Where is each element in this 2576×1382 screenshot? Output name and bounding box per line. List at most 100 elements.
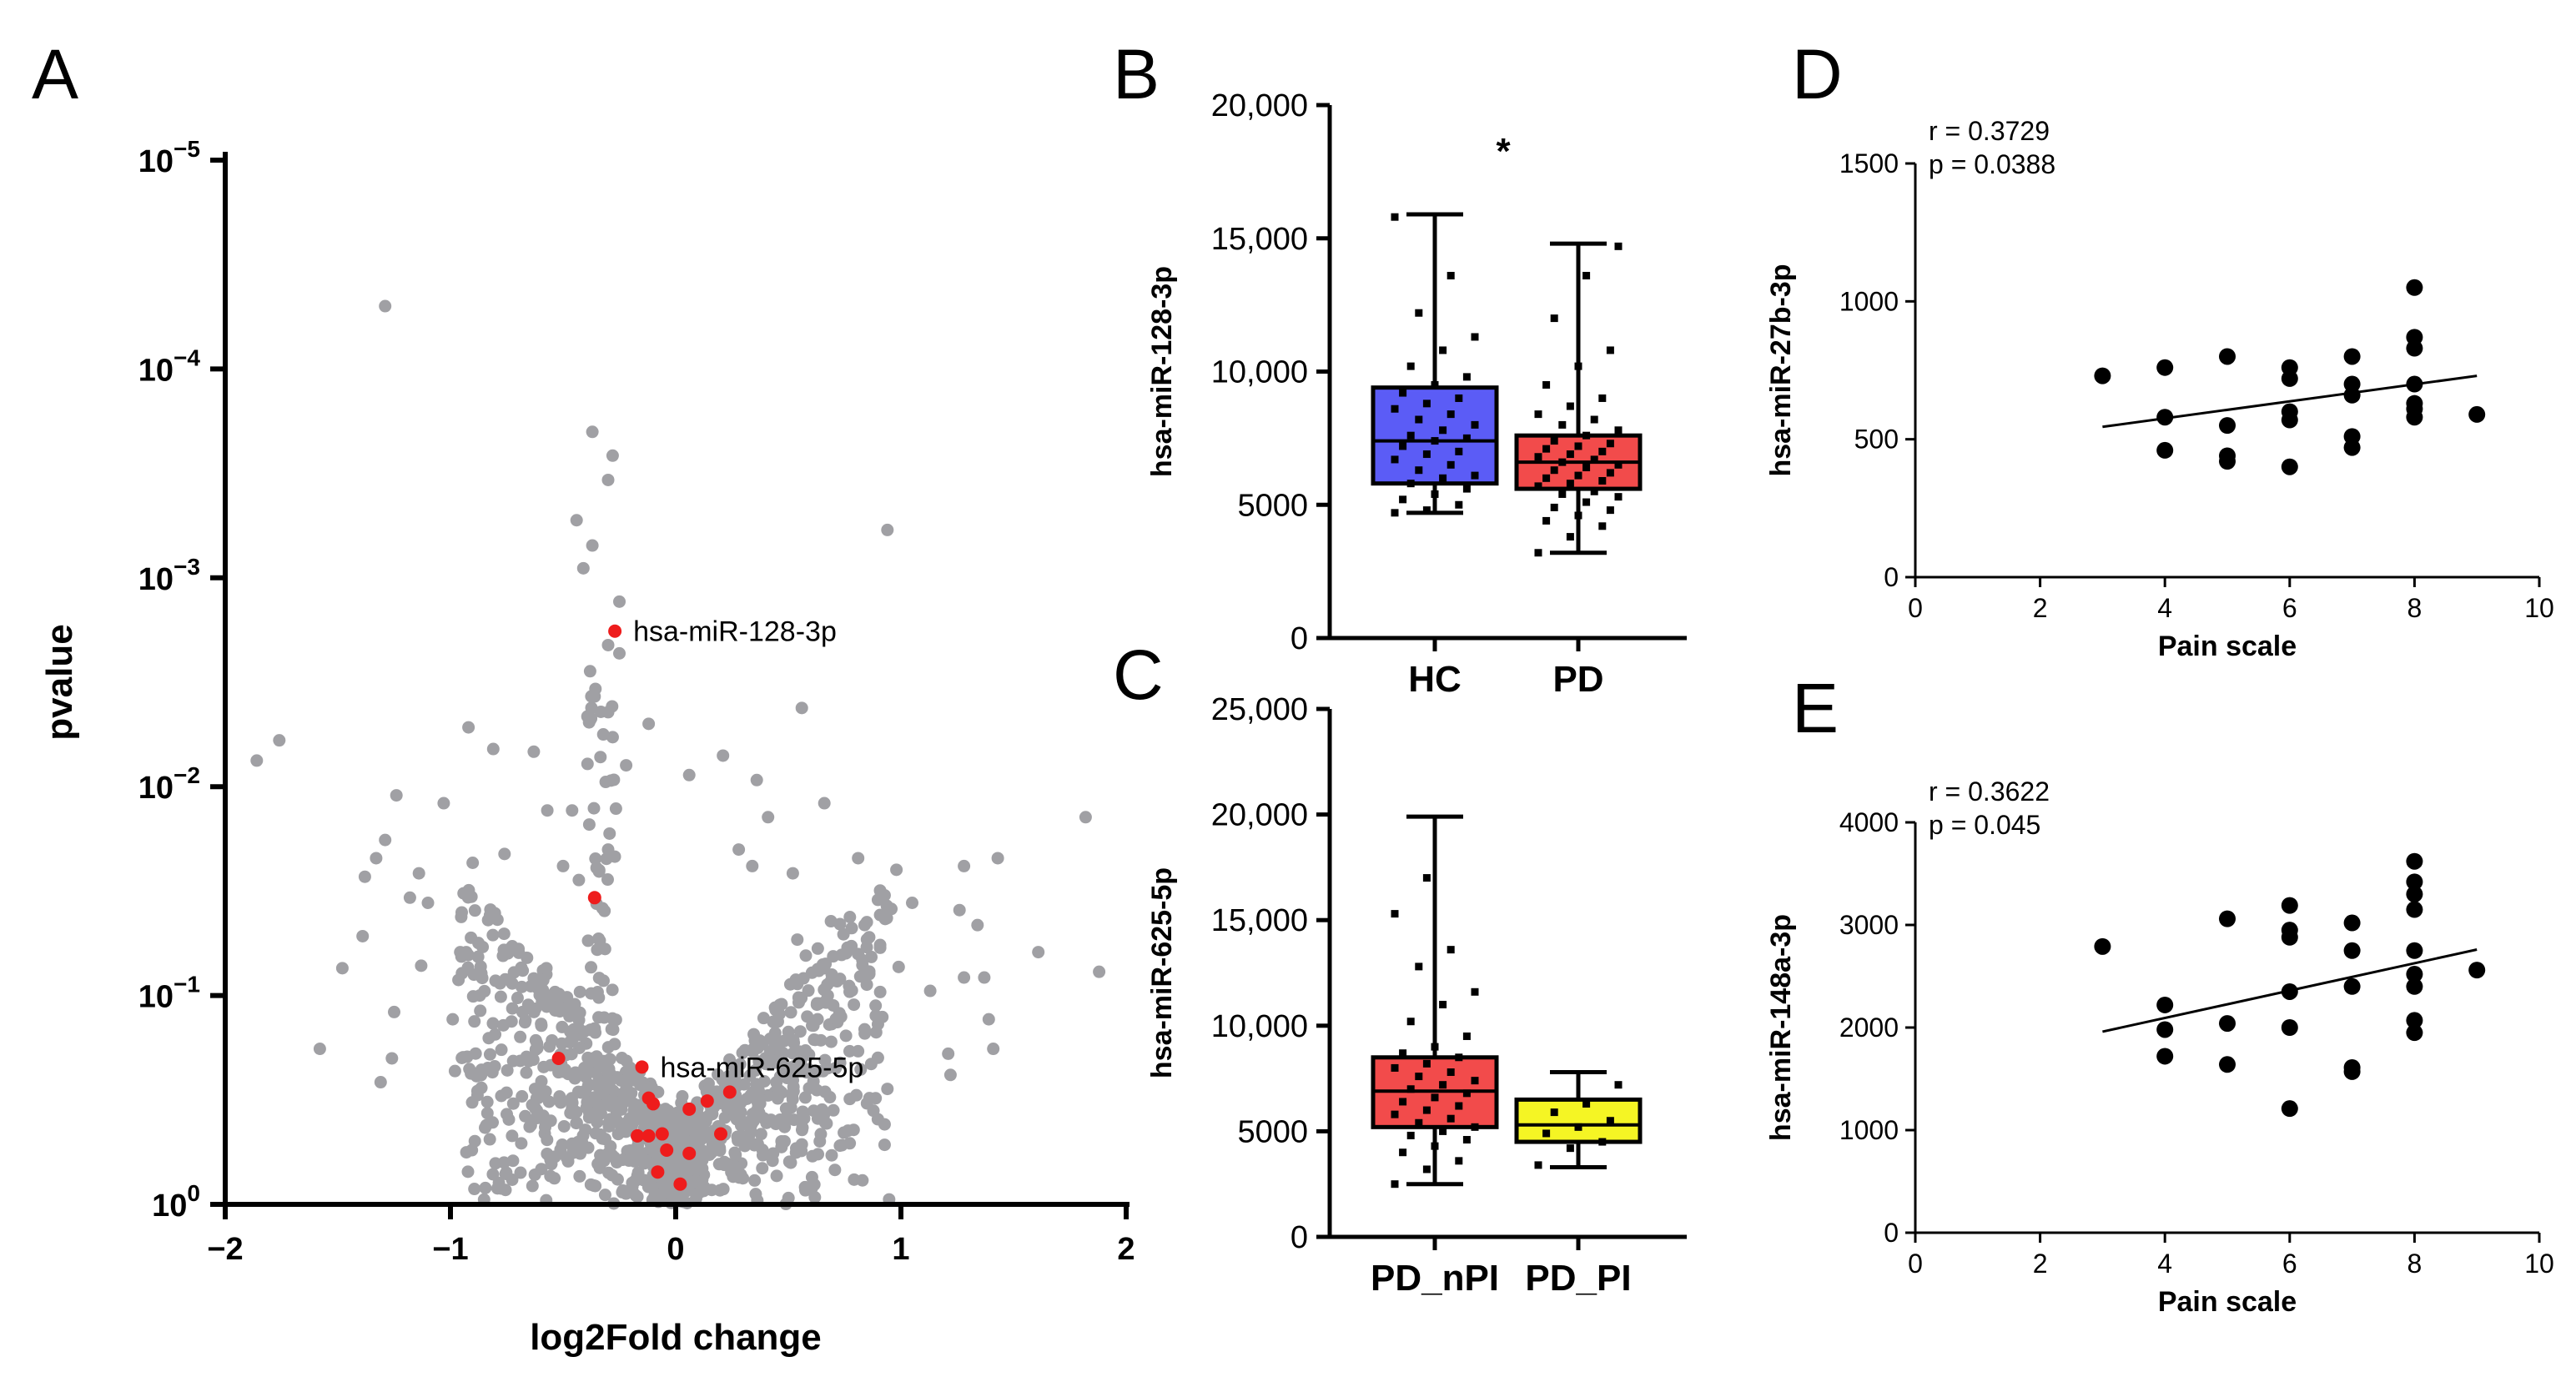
- data-point: [729, 1148, 742, 1162]
- data-point: [756, 1162, 769, 1175]
- data-point: [786, 1093, 799, 1106]
- y-tick-label: 20,000: [1211, 88, 1308, 123]
- data-point: [1391, 1063, 1399, 1072]
- data-point: [609, 802, 622, 816]
- data-point: [890, 863, 903, 877]
- y-tick-label: 100: [152, 1180, 200, 1224]
- panel-b-boxplot: B HC PD 0 5000 10,000 15,000 20,000 hsa-miR-128-…: [1113, 35, 1687, 700]
- data-point: [437, 797, 450, 810]
- y-tick-label: 0: [1884, 1218, 1899, 1248]
- panel-letter: B: [1113, 35, 1160, 113]
- data-point: [556, 859, 570, 872]
- data-point: [632, 1148, 646, 1162]
- data-point: [773, 1070, 787, 1083]
- data-point: [737, 1172, 750, 1185]
- data-point: [767, 1147, 780, 1160]
- data-point: [480, 1095, 494, 1108]
- data-point: [541, 804, 554, 817]
- data-point: [770, 1042, 783, 1055]
- data-point: [543, 1150, 556, 1163]
- data-point: [554, 1143, 567, 1156]
- data-point: [845, 922, 858, 935]
- data-point: [552, 988, 566, 1001]
- data-point: [598, 942, 611, 956]
- data-point: [769, 1003, 782, 1017]
- data-point: [798, 1091, 812, 1104]
- data-point: [787, 1113, 801, 1127]
- data-point: [483, 1133, 496, 1146]
- data-point: [852, 852, 865, 865]
- data-point: [2406, 409, 2423, 426]
- data-point: [601, 473, 615, 486]
- data-point: [1406, 480, 1415, 488]
- data-point: [497, 927, 511, 941]
- data-point: [1431, 437, 1439, 445]
- data-point: [605, 1023, 618, 1036]
- data-point: [1462, 434, 1471, 442]
- data-point: [555, 1037, 568, 1050]
- data-point: [699, 1125, 712, 1138]
- data-point: [499, 972, 512, 986]
- data-point: [448, 1064, 461, 1078]
- highlight-point: [651, 1165, 665, 1179]
- data-point: [817, 1064, 830, 1078]
- data-point: [1550, 1108, 1558, 1117]
- data-point: [843, 1044, 856, 1058]
- data-point: [827, 1103, 840, 1117]
- data-point: [1542, 1129, 1551, 1138]
- data-point: [583, 665, 596, 678]
- data-point: [502, 1113, 516, 1126]
- data-point: [1446, 460, 1455, 469]
- data-point: [737, 1078, 751, 1091]
- y-tick-label: 4000: [1839, 807, 1899, 837]
- data-point: [813, 997, 826, 1010]
- data-point: [2406, 1024, 2423, 1042]
- data-point: [483, 908, 496, 922]
- data-point: [530, 1092, 543, 1105]
- data-point: [581, 757, 594, 771]
- data-point: [752, 1092, 766, 1105]
- data-point: [1534, 1161, 1542, 1169]
- tick-base: 10: [138, 353, 174, 388]
- data-point: [2156, 1048, 2174, 1065]
- data-point: [1439, 474, 1447, 482]
- y-axis-label: hsa-miR-625-5p: [1146, 867, 1178, 1078]
- data-point: [583, 713, 596, 726]
- data-point: [825, 1148, 838, 1162]
- data-point: [991, 852, 1004, 865]
- data-point: [597, 1011, 611, 1024]
- data-point: [1406, 1018, 1415, 1026]
- x-axis-label: Pain scale: [2158, 1286, 2297, 1318]
- y-tick-label: 500: [1854, 425, 1899, 455]
- data-point: [591, 1056, 605, 1069]
- data-point: [543, 992, 556, 1005]
- data-point: [829, 1062, 843, 1075]
- data-point: [756, 1148, 769, 1162]
- data-point: [465, 1143, 479, 1157]
- data-point: [250, 754, 264, 767]
- data-point: [598, 1189, 611, 1202]
- data-point: [1558, 420, 1567, 429]
- data-point: [1550, 503, 1558, 511]
- data-point: [1582, 431, 1591, 440]
- data-point: [1542, 380, 1551, 389]
- stat-annotation: p = 0.045: [1929, 810, 2040, 840]
- data-point: [1391, 1180, 1399, 1189]
- tick-exponent: −3: [174, 554, 200, 580]
- data-point: [461, 1165, 475, 1178]
- data-point: [843, 1093, 857, 1106]
- data-point: [873, 985, 887, 998]
- data-point: [863, 967, 876, 981]
- data-point: [601, 1073, 614, 1087]
- highlight-point: [647, 1097, 660, 1111]
- data-point: [390, 789, 403, 802]
- data-point: [608, 850, 621, 863]
- data-point: [516, 1090, 529, 1103]
- data-point: [358, 870, 371, 883]
- data-point: [460, 1050, 474, 1063]
- data-point: [610, 1105, 623, 1118]
- x-tick-label: PD_nPI: [1371, 1258, 1499, 1299]
- y-tick-label: 20,000: [1211, 798, 1308, 833]
- data-point: [697, 1144, 711, 1158]
- y-tick-label: 10−4: [138, 344, 201, 388]
